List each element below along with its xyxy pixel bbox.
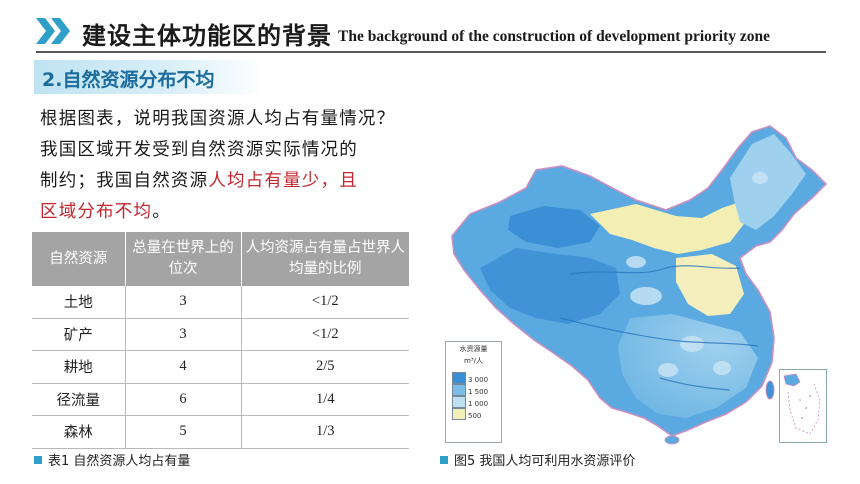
table-cell: 2/5: [241, 350, 409, 384]
legend-title: 水资源量: [459, 345, 488, 353]
table-cell: 6: [125, 383, 242, 416]
south-china-sea-inset: [779, 369, 827, 443]
para-line-4: 区域分布不均。: [40, 197, 450, 228]
legend-item: 500: [452, 408, 500, 420]
china-water-resources-map: [451, 125, 828, 445]
map-northeast-region: [730, 134, 806, 230]
legend-swatch: [452, 372, 466, 384]
map-arid-region: [508, 206, 600, 248]
legend-level: 3 000: [468, 376, 489, 384]
table-cell: 耕地: [32, 350, 126, 384]
table-cell: 径流量: [32, 383, 126, 416]
map-caption-text: 图5 我国人均可利用水资源评价: [454, 454, 636, 469]
para-line-1: 根据图表，说明我国资源人均占有量情况？: [40, 109, 396, 129]
table-header-row: 自然资源 总量在世界上的位次 人均资源占有量占世界人均量的比例: [32, 232, 409, 286]
caption-bullet-icon: [440, 456, 448, 464]
table-cell: 土地: [32, 286, 126, 319]
table-cell: 森林: [32, 415, 126, 449]
para-text: 制约；我国自然资源: [40, 171, 209, 191]
table-row: 耕地 4 2/5: [32, 350, 409, 384]
table-cell: 4: [125, 350, 242, 384]
map-tibet-plateau: [480, 248, 620, 324]
header-divider: [36, 51, 826, 53]
table-cell: 1/3: [241, 415, 409, 449]
map-caption: 图5 我国人均可利用水资源评价: [440, 450, 635, 469]
table-cell: 1/4: [241, 383, 409, 416]
slide-header: 建设主体功能区的背景 The background of the constru…: [0, 0, 860, 60]
map-legend: 水资源量 m³/人 3 000 1 500 1 000 500: [445, 341, 502, 443]
table-caption: 表1 自然资源人均占有量: [34, 450, 190, 469]
map-south-region: [618, 314, 758, 418]
table-cell: <1/2: [241, 318, 409, 351]
legend-swatch: [452, 396, 466, 408]
column-header-resource: 自然资源: [32, 232, 126, 286]
table-row: 森林 5 1/3: [32, 415, 409, 449]
legend-item: 3 000: [452, 372, 500, 384]
legend-level: 500: [468, 412, 482, 420]
caption-bullet-icon: [34, 456, 42, 464]
legend-item: 1 500: [452, 384, 500, 396]
map-north-china-plain: [676, 254, 744, 316]
column-header-per-capita-ratio: 人均资源占有量占世界人均量的比例: [241, 232, 409, 286]
para-text: 。: [152, 202, 171, 222]
section-heading: 2.自然资源分布不均: [34, 60, 264, 94]
inset-map: [783, 373, 821, 435]
highlight-text: 区域分布不均: [40, 202, 153, 222]
legend-swatch: [452, 408, 466, 420]
map-rivers: [559, 265, 759, 391]
legend-level: 1 500: [468, 388, 489, 396]
legend-item: 1 000: [452, 396, 500, 408]
para-line-3: 制约；我国自然资源人均占有量少，且: [40, 166, 450, 197]
column-header-world-rank: 总量在世界上的位次: [125, 232, 242, 286]
legend-swatch: [452, 384, 466, 396]
legend-level: 1 000: [468, 400, 489, 408]
section-title: 2.自然资源分布不均: [42, 69, 215, 91]
table-row: 土地 3 <1/2: [32, 286, 409, 319]
map-taiwan-island: [765, 380, 775, 400]
table-cell: 3: [125, 286, 242, 319]
double-chevron-icon: [36, 18, 70, 44]
table-cell: 3: [125, 318, 242, 351]
table-cell: 矿产: [32, 318, 126, 351]
map-detail-patches: [626, 172, 768, 377]
map-hainan-island: [664, 435, 680, 445]
legend-unit: m³/人: [464, 357, 483, 365]
body-paragraph: 根据图表，说明我国资源人均占有量情况？ 我国区域开发受到自然资源实际情况的 制约…: [40, 104, 450, 228]
resources-table: 自然资源 总量在世界上的位次 人均资源占有量占世界人均量的比例 土地 3 <1/2 …: [32, 232, 409, 449]
table-row: 矿产 3 <1/2: [32, 318, 409, 351]
highlight-text: 人均占有量少，且: [208, 171, 358, 191]
table-caption-text: 表1 自然资源人均占有量: [48, 454, 191, 469]
page-title: 建设主体功能区的背景: [82, 22, 332, 50]
table-cell: 5: [125, 415, 242, 449]
table-cell: <1/2: [241, 286, 409, 319]
para-line-2: 我国区域开发受到自然资源实际情况的: [40, 140, 358, 160]
map-dry-belt: [590, 202, 744, 254]
page-subtitle-english: The background of the construction of de…: [338, 28, 770, 45]
table-row: 径流量 6 1/4: [32, 383, 409, 416]
